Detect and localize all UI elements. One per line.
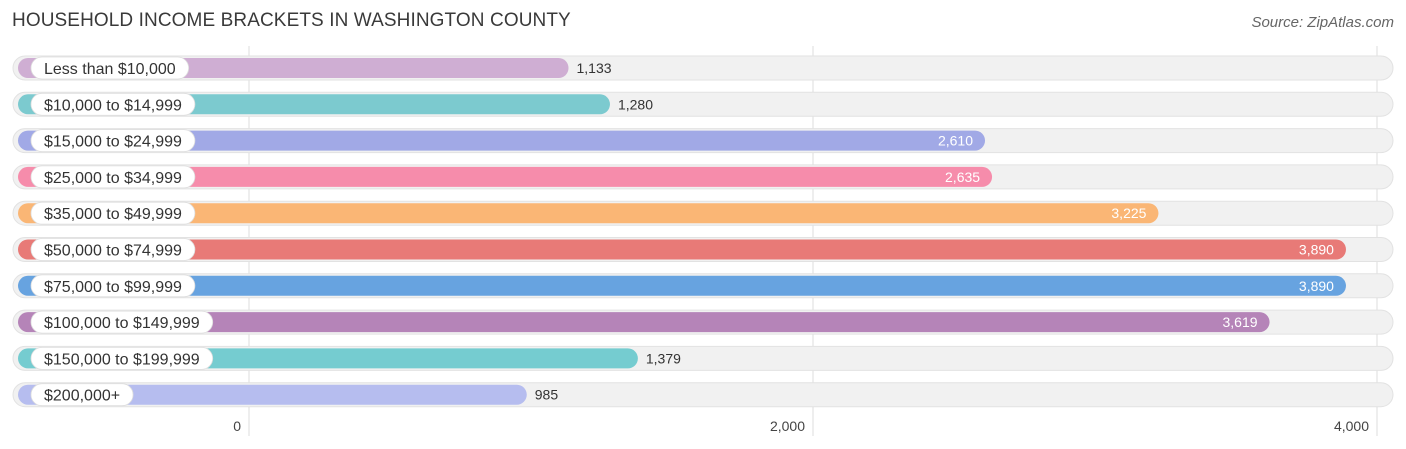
bar[interactable] <box>18 166 993 187</box>
source-label: Source: ZipAtlas.com <box>1251 14 1394 31</box>
category-label: $10,000 to $14,999 <box>44 97 182 114</box>
category-label: $200,000+ <box>44 388 120 405</box>
category-pill <box>30 201 196 225</box>
value-label: 3,619 <box>1223 314 1258 330</box>
category-pill <box>30 92 196 116</box>
category-pill <box>30 310 214 334</box>
value-label: 2,610 <box>938 133 973 149</box>
bar[interactable] <box>18 239 1346 260</box>
bar[interactable] <box>18 130 986 151</box>
bar[interactable] <box>18 312 1270 333</box>
category-pill <box>30 238 196 261</box>
bar[interactable] <box>18 384 527 405</box>
category-pill <box>30 383 134 407</box>
value-label: 985 <box>535 387 559 403</box>
category-pill <box>30 346 214 370</box>
category-pill <box>30 165 196 189</box>
category-label: $50,000 to $74,999 <box>44 243 182 260</box>
category-pill <box>30 56 190 80</box>
value-label: 3,890 <box>1299 278 1334 294</box>
bar[interactable] <box>18 275 1346 296</box>
value-label: 1,280 <box>618 96 653 112</box>
category-pill <box>30 129 196 153</box>
value-label: 2,635 <box>945 169 980 185</box>
category-label: Less than $10,000 <box>44 61 176 78</box>
category-label: $100,000 to $149,999 <box>44 315 200 332</box>
category-label: $150,000 to $199,999 <box>44 351 200 368</box>
x-tick-label: 4,000 <box>1334 418 1369 434</box>
value-label: 3,890 <box>1299 242 1334 258</box>
value-label: 3,225 <box>1111 205 1146 221</box>
value-label: 1,379 <box>646 350 681 366</box>
x-tick-label: 0 <box>233 418 241 434</box>
category-label: $75,000 to $99,999 <box>44 279 182 296</box>
category-label: $15,000 to $24,999 <box>44 134 182 151</box>
category-label: $35,000 to $49,999 <box>44 206 182 223</box>
category-label: $25,000 to $34,999 <box>44 170 182 187</box>
value-label: 1,133 <box>577 60 612 76</box>
bar[interactable] <box>18 203 1159 224</box>
category-pill <box>30 274 196 298</box>
x-tick-label: 2,000 <box>770 418 805 434</box>
chart-title: HOUSEHOLD INCOME BRACKETS IN WASHINGTON … <box>12 10 571 31</box>
